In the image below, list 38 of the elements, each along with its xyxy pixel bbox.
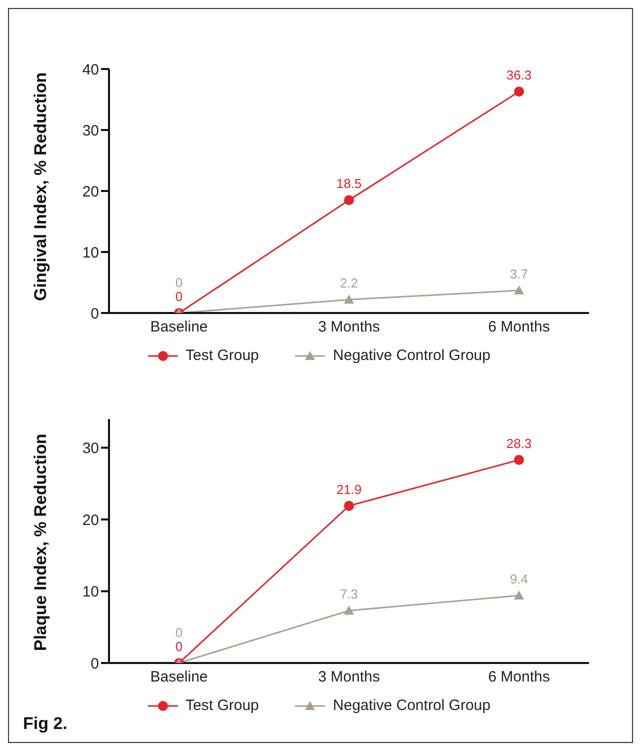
data-label: 7.3 <box>340 586 358 602</box>
y-tick-label: 20 <box>82 512 99 529</box>
caption: Fig 2. <box>23 714 68 734</box>
data-label: 2.2 <box>340 276 358 291</box>
legend-label: Test Group <box>186 697 259 714</box>
data-label: 36.3 <box>506 68 532 83</box>
data-label: 0 <box>175 289 183 304</box>
data-label: 0 <box>175 639 183 654</box>
point <box>514 86 524 97</box>
legend-label: Negative Control Group <box>332 347 490 364</box>
y-axis-title: Gingival Index, % Reduction <box>31 72 50 301</box>
legend-label: Negative Control Group <box>332 697 490 714</box>
x-tick-label: 6 Months <box>488 318 550 336</box>
y-tick-label: 30 <box>82 440 99 458</box>
y-tick-label: 40 <box>82 61 99 78</box>
point <box>344 500 354 511</box>
y-tick-label: 0 <box>90 655 99 672</box>
x-tick-label: 3 Months <box>318 668 380 686</box>
y-tick-label: 10 <box>82 244 99 262</box>
legend-label: Test Group <box>186 347 259 364</box>
point <box>344 195 354 206</box>
data-label: 18.5 <box>336 176 362 192</box>
point <box>514 454 524 465</box>
data-label: 3.7 <box>510 266 528 282</box>
x-tick-label: Baseline <box>150 668 208 686</box>
data-label: 21.9 <box>336 482 362 497</box>
data-label: 0 <box>175 275 183 290</box>
y-axis-title: Plaque Index, % Reduction <box>31 434 50 651</box>
y-tick-label: 20 <box>82 183 99 200</box>
x-tick-label: 3 Months <box>318 318 380 336</box>
data-label: 9.4 <box>510 572 528 587</box>
data-label: 28.3 <box>506 436 532 451</box>
y-tick-label: 0 <box>90 305 99 322</box>
x-tick-label: Baseline <box>150 318 208 336</box>
data-label: 0 <box>175 625 183 640</box>
y-tick-label: 10 <box>82 584 99 601</box>
y-tick-label: 30 <box>82 122 99 140</box>
x-tick-label: 6 Months <box>488 668 550 686</box>
